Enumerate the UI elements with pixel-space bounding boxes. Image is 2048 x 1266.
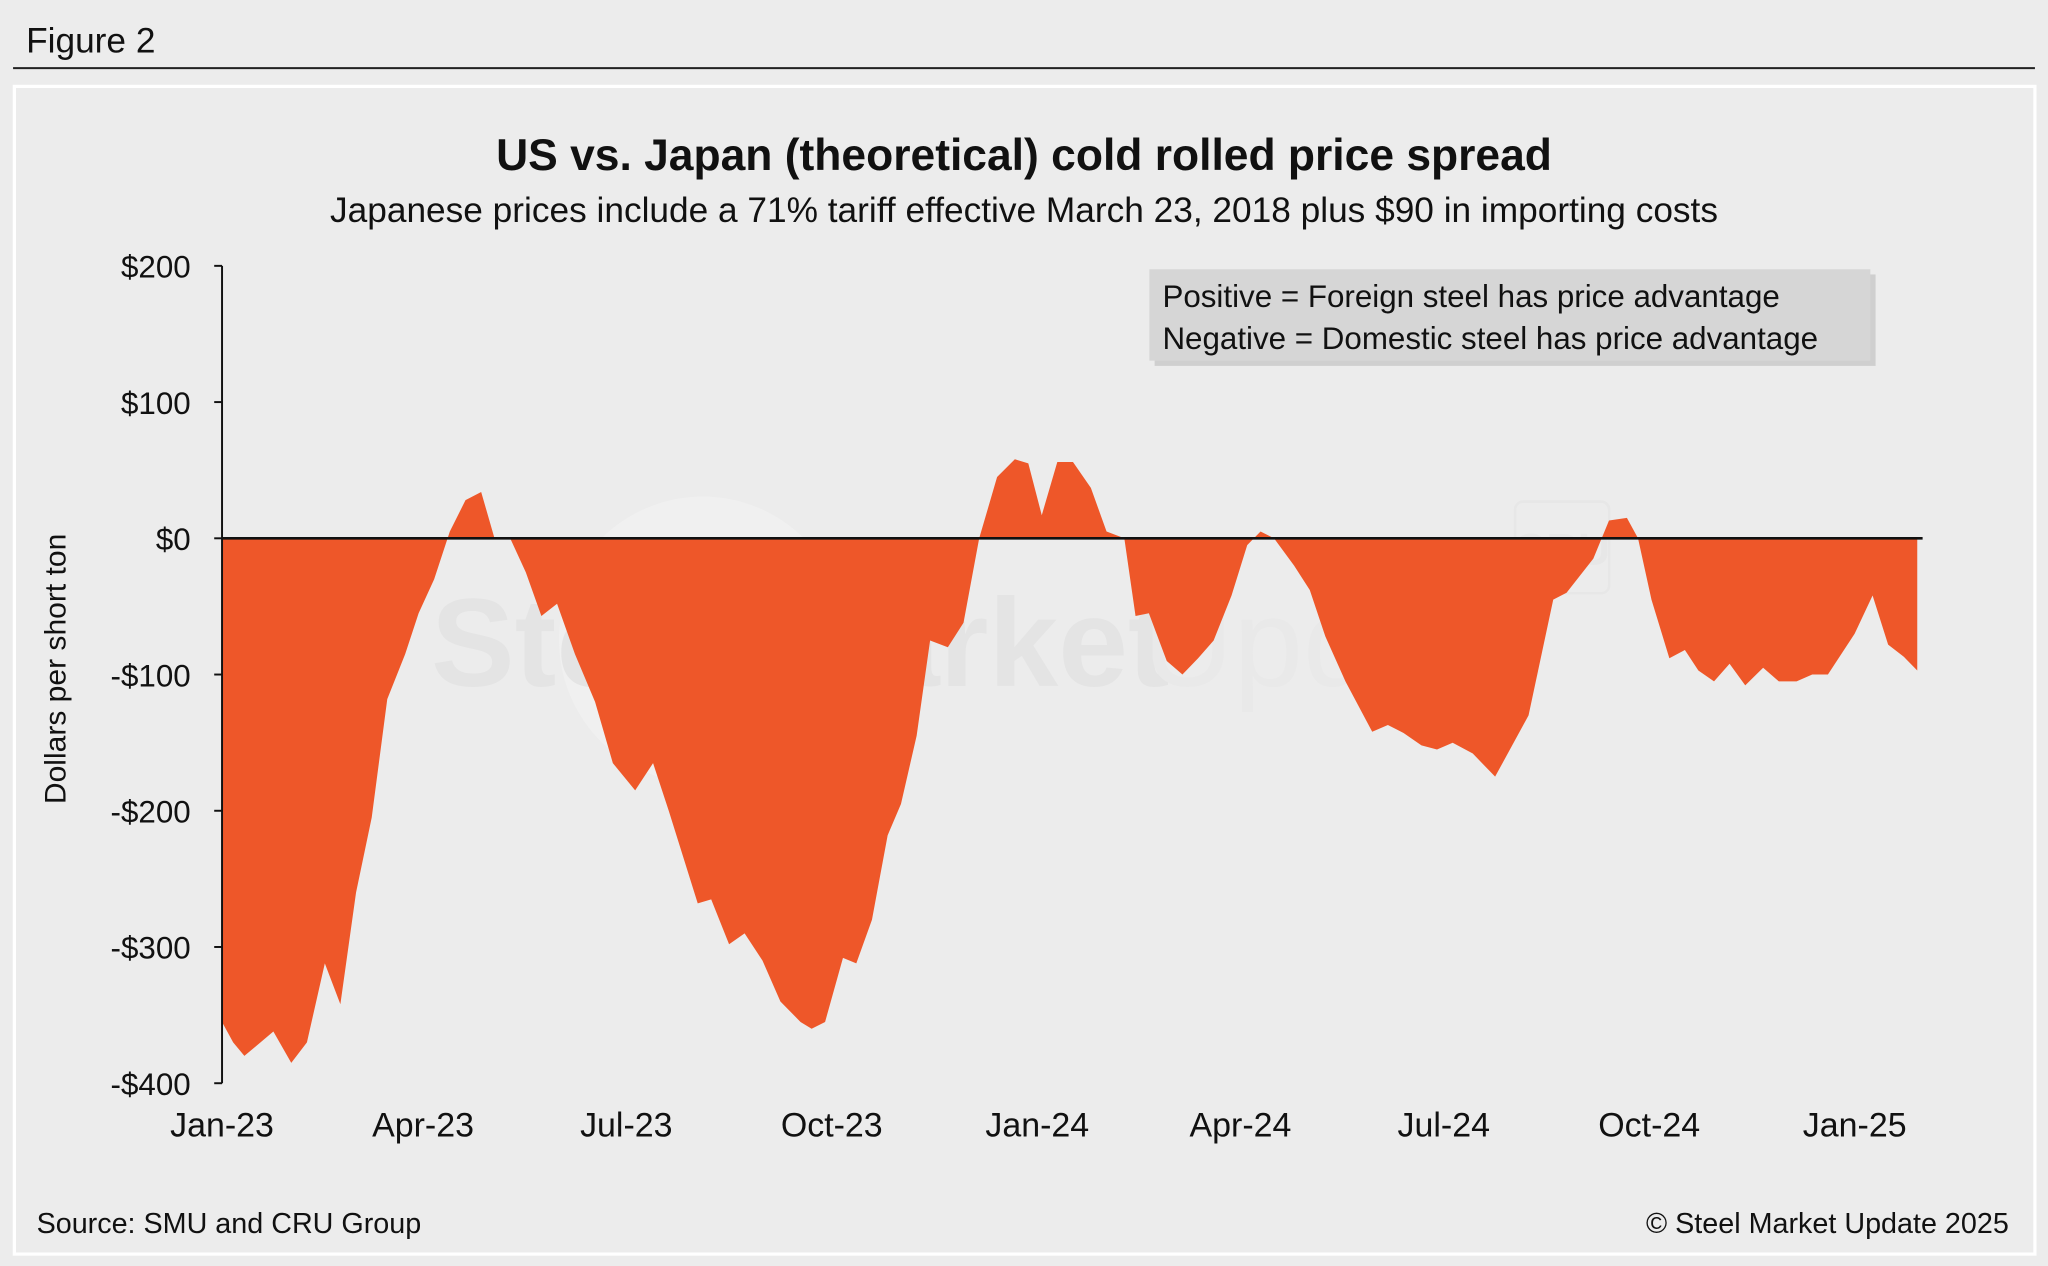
area-layer [222,459,1918,1063]
x-tick-label: Jan-23 [170,1107,274,1145]
x-tick-label: Oct-24 [1598,1107,1700,1145]
annotation-positive: Positive = Foreign steel has price advan… [1162,279,1779,314]
source-note: Source: SMU and CRU Group [37,1208,422,1240]
axes-layer: $200 $100 $0 -$100 -$200 -$300 -$400 Jan-23 Apr-… [111,250,1923,1145]
annotation-negative: Negative = Domestic steel has price adva… [1162,321,1818,356]
y-axis-label: Dollars per short ton [39,534,72,804]
y-tick-label: $0 [156,522,191,557]
figure-label: Figure 2 [26,21,155,60]
y-tick-label: $200 [121,250,191,285]
x-tick-label: Apr-23 [372,1107,474,1145]
y-tick-label: -$200 [111,795,191,830]
x-tick-label: Apr-24 [1190,1107,1292,1145]
chart-title: US vs. Japan (theoretical) cold rolled p… [496,131,1552,180]
x-tick-label: Jul-23 [580,1107,672,1145]
y-tick-label: -$100 [111,658,191,693]
x-tick-label: Jan-25 [1803,1107,1907,1145]
chart-subtitle: Japanese prices include a 71% tariff eff… [330,191,1718,230]
x-tick-label: Jul-24 [1398,1107,1490,1145]
x-tick-label: Oct-23 [781,1107,883,1145]
spread-area [222,459,1918,1063]
y-tick-label: -$300 [111,931,191,966]
y-tick-label: -$400 [111,1067,191,1102]
y-tick-label: $100 [121,386,191,421]
copyright-note: © Steel Market Update 2025 [1646,1208,2009,1240]
x-tick-label: Jan-24 [985,1107,1089,1145]
legend-box: Positive = Foreign steel has price advan… [1149,269,1876,366]
